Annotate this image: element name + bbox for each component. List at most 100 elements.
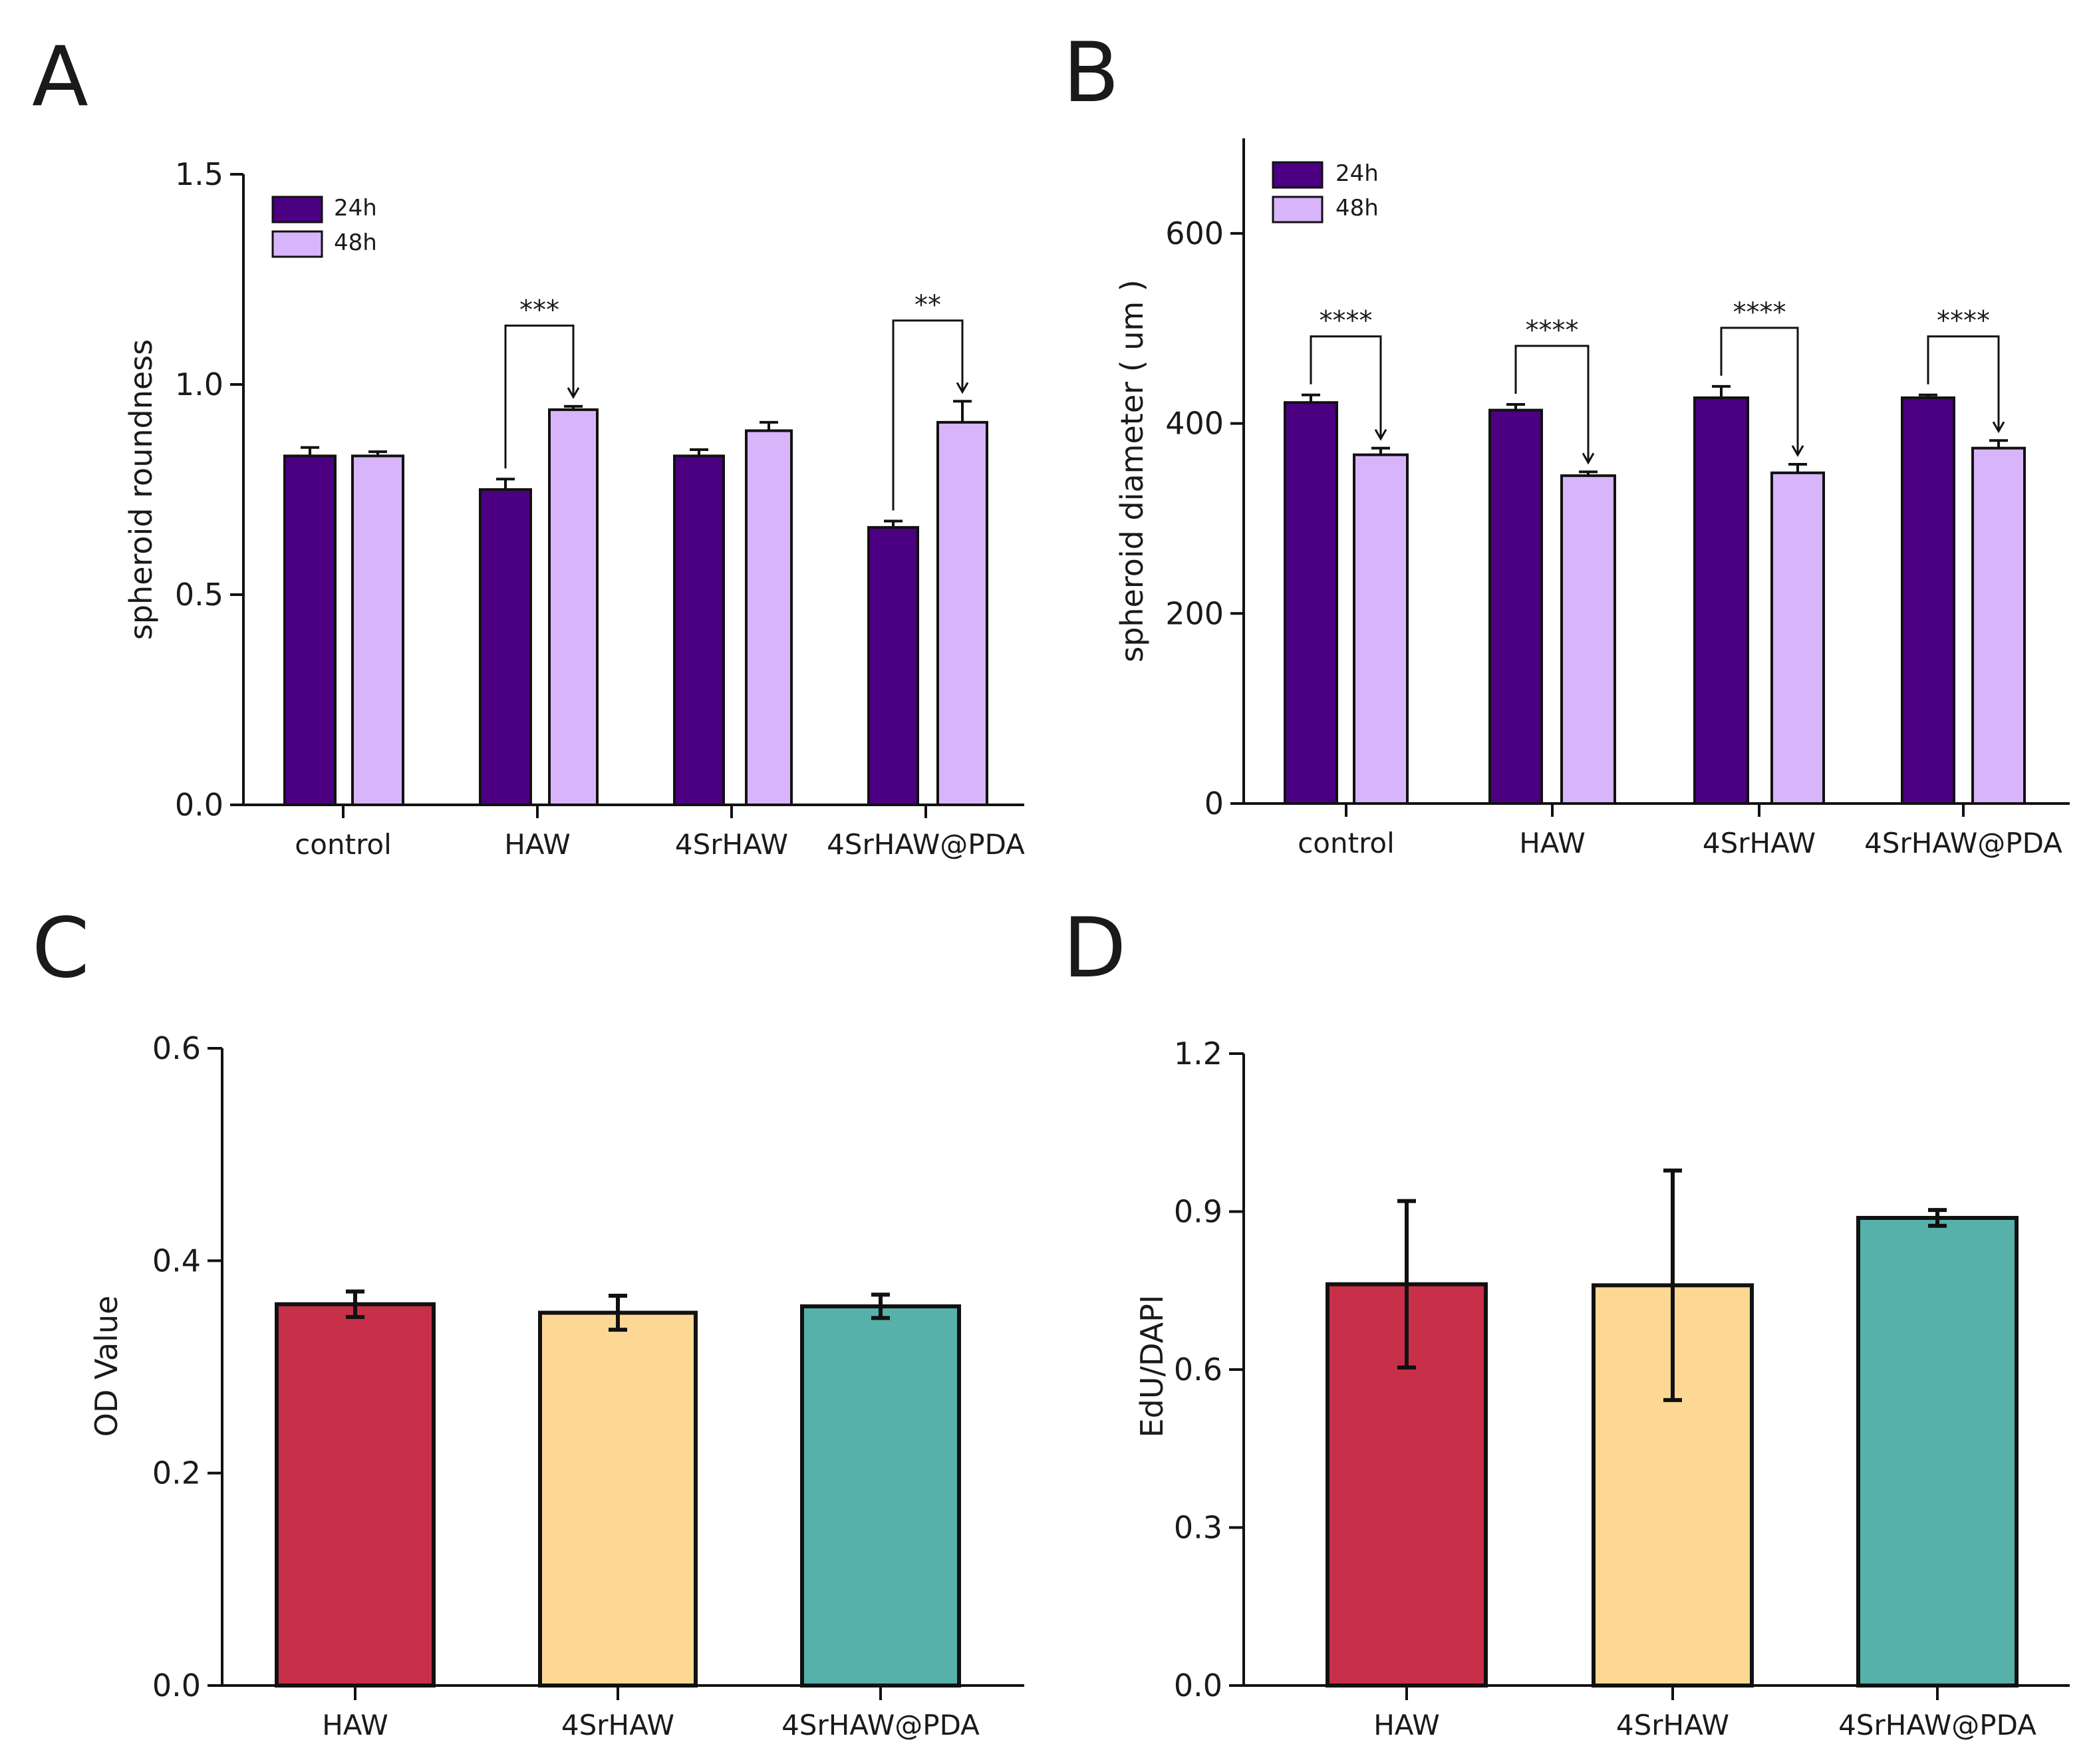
error-bar [884,519,903,527]
x-tick-label: 4SrHAW@PDA [781,1709,980,1741]
y-tick-label: 0.3 [1174,1510,1222,1546]
y-axis-label: OD Value [88,1296,124,1437]
bar-48h [1560,474,1616,806]
error-bar [1712,384,1731,398]
y-tick-label: 600 [1165,216,1224,251]
y-axis-label: spheroid diameter ( um ) [1114,279,1150,662]
y-tick-label: 1.2 [1174,1036,1222,1072]
x-tick-label: control [295,828,392,861]
error-bar [1397,1199,1416,1370]
y-tick-label: 0.6 [1174,1352,1222,1388]
bar-24h [673,454,725,806]
y-tick-label: 0.5 [175,577,223,613]
y-tick-label: 0.4 [152,1243,201,1278]
legend-swatch-48h [1272,196,1324,223]
panel-letter-d: D [1063,901,1126,996]
panel-a-chart: 0.0 0.5 1.0 1.5 control HAW 4SrHAW 4SrHAW@PDA sp… [123,156,1025,861]
error-bar [564,404,583,410]
x-tick-label: HAW [504,828,571,861]
error-bar [1663,1168,1682,1402]
y-axis-label: spheroid roundness [123,339,159,640]
bar-48h [1353,453,1409,805]
x-tick-label: 4SrHAW [1616,1709,1729,1741]
error-bar [368,450,387,456]
y-tick-label: 400 [1165,406,1224,442]
bar-4SrHAW@PDA [800,1304,961,1688]
bar-48h [745,429,793,806]
error-bar [1579,470,1598,476]
y-tick-label: 0.9 [1174,1194,1222,1230]
bar-24h [1284,401,1338,805]
x-tick-label: HAW [1373,1709,1440,1741]
bar-48h [351,454,404,806]
significance-bracket [1720,327,1799,454]
error-bar [1371,446,1390,455]
legend-swatch-24h [1272,161,1324,189]
bar-4SrHAW@PDA [1856,1216,2019,1688]
significance-arrowhead [1992,421,2005,434]
legend-label-48h: 48h [334,229,377,256]
significance-label: **** [1320,306,1373,337]
significance-label: **** [1937,306,1990,337]
significance-label: ** [914,290,941,321]
legend-label-24h: 24h [1335,160,1379,187]
bar-24h [1901,396,1955,805]
y-tick-label: 0.0 [1174,1668,1222,1703]
x-tick-label: 4SrHAW [1703,827,1816,859]
y-tick-label: 0.6 [152,1030,201,1066]
x-tick-label: control [1298,827,1395,859]
significance-bracket [892,319,964,511]
error-bar [1788,463,1807,473]
error-bar [953,400,972,422]
y-tick-label: 1.0 [175,367,223,402]
error-bar [346,1289,364,1319]
x-tick-label: 4SrHAW@PDA [1864,827,2062,859]
error-bar [1928,1208,1947,1228]
bar-HAW [275,1302,436,1688]
x-tick-label: 4SrHAW@PDA [1838,1709,2036,1741]
y-tick-label: 200 [1165,595,1224,631]
error-bar [609,1294,627,1332]
error-bar [1919,393,1937,398]
error-bar [496,478,515,490]
x-tick-label: 4SrHAW [561,1709,674,1741]
significance-arrowhead [567,387,580,399]
error-bar [871,1292,890,1320]
legend-swatch-24h [271,196,323,223]
y-tick-label: 0.0 [175,787,223,823]
panel-d-chart: 0.0 0.3 0.6 0.9 1.2 HAW 4SrHAW 4SrHAW@PDA EdU/DA… [1134,1036,2070,1741]
bar-48h [1770,471,1825,805]
significance-label: *** [519,295,559,326]
bar-48h [936,420,988,806]
x-tick-label: HAW [322,1709,388,1741]
significance-arrowhead [956,382,969,394]
panel-c-chart: 0.0 0.2 0.4 0.6 HAW 4SrHAW 4SrHAW@PDA OD Value [88,1030,1024,1741]
significance-arrowhead [1582,452,1595,465]
x-tick-label: 4SrHAW@PDA [827,828,1025,861]
y-tick-label: 0.2 [152,1455,201,1491]
significance-arrowhead [1374,428,1387,441]
bar-24h [283,454,337,806]
error-bar [1302,393,1320,403]
bar-24h [479,488,532,806]
error-bar [1989,439,2008,448]
x-tick-label: HAW [1519,827,1586,859]
legend-label-24h: 24h [334,195,377,221]
panel-letter-b: B [1063,25,1119,121]
bar-24h [1693,396,1749,805]
significance-label: **** [1526,315,1579,346]
x-tick-label: 4SrHAW [675,828,788,861]
panel-b-chart: 0 200 400 600 control HAW 4SrHAW 4SrHAW@PDA sphe… [1114,138,2070,859]
significance-bracket [1927,335,2000,430]
legend-label-48h: 48h [1335,195,1379,221]
error-bar [760,420,778,431]
significance-bracket [1310,335,1382,438]
bar-48h [1971,446,2026,805]
y-axis-label: EdU/DAPI [1134,1295,1170,1438]
y-tick-label: 1.5 [175,156,223,192]
bar-24h [1488,408,1543,805]
bar-48h [548,408,599,806]
legend-swatch-48h [271,230,323,258]
panel-letter-c: C [32,901,90,996]
